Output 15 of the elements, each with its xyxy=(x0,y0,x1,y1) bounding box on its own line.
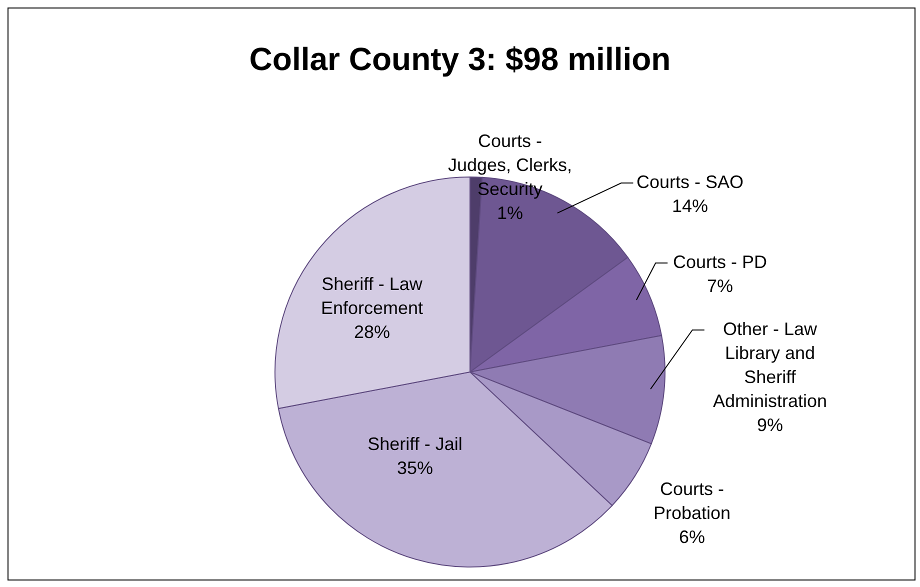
chart-title: Collar County 3: $98 million xyxy=(249,41,671,77)
data-label: 7% xyxy=(706,276,734,296)
data-label: 28% xyxy=(354,322,390,342)
data-label: 9% xyxy=(756,414,784,435)
slice-label: Sheriff - Jail xyxy=(368,434,462,454)
data-label: 35% xyxy=(396,458,434,478)
slice-label: Courts - Judges, Clerks, Security xyxy=(448,130,572,199)
slice-label: Sheriff - Law Enforcement xyxy=(320,274,424,318)
data-label: 6% xyxy=(678,526,706,547)
data-label: 1% xyxy=(496,202,524,223)
slice-label: Courts - Probation xyxy=(653,478,731,523)
data-label: 14% xyxy=(672,196,708,216)
slice-label: Other - Law Library and Sheriff Administration xyxy=(712,318,828,411)
slice-label: Courts - SAO xyxy=(636,172,744,192)
slice-label: Courts - PD xyxy=(672,252,768,272)
